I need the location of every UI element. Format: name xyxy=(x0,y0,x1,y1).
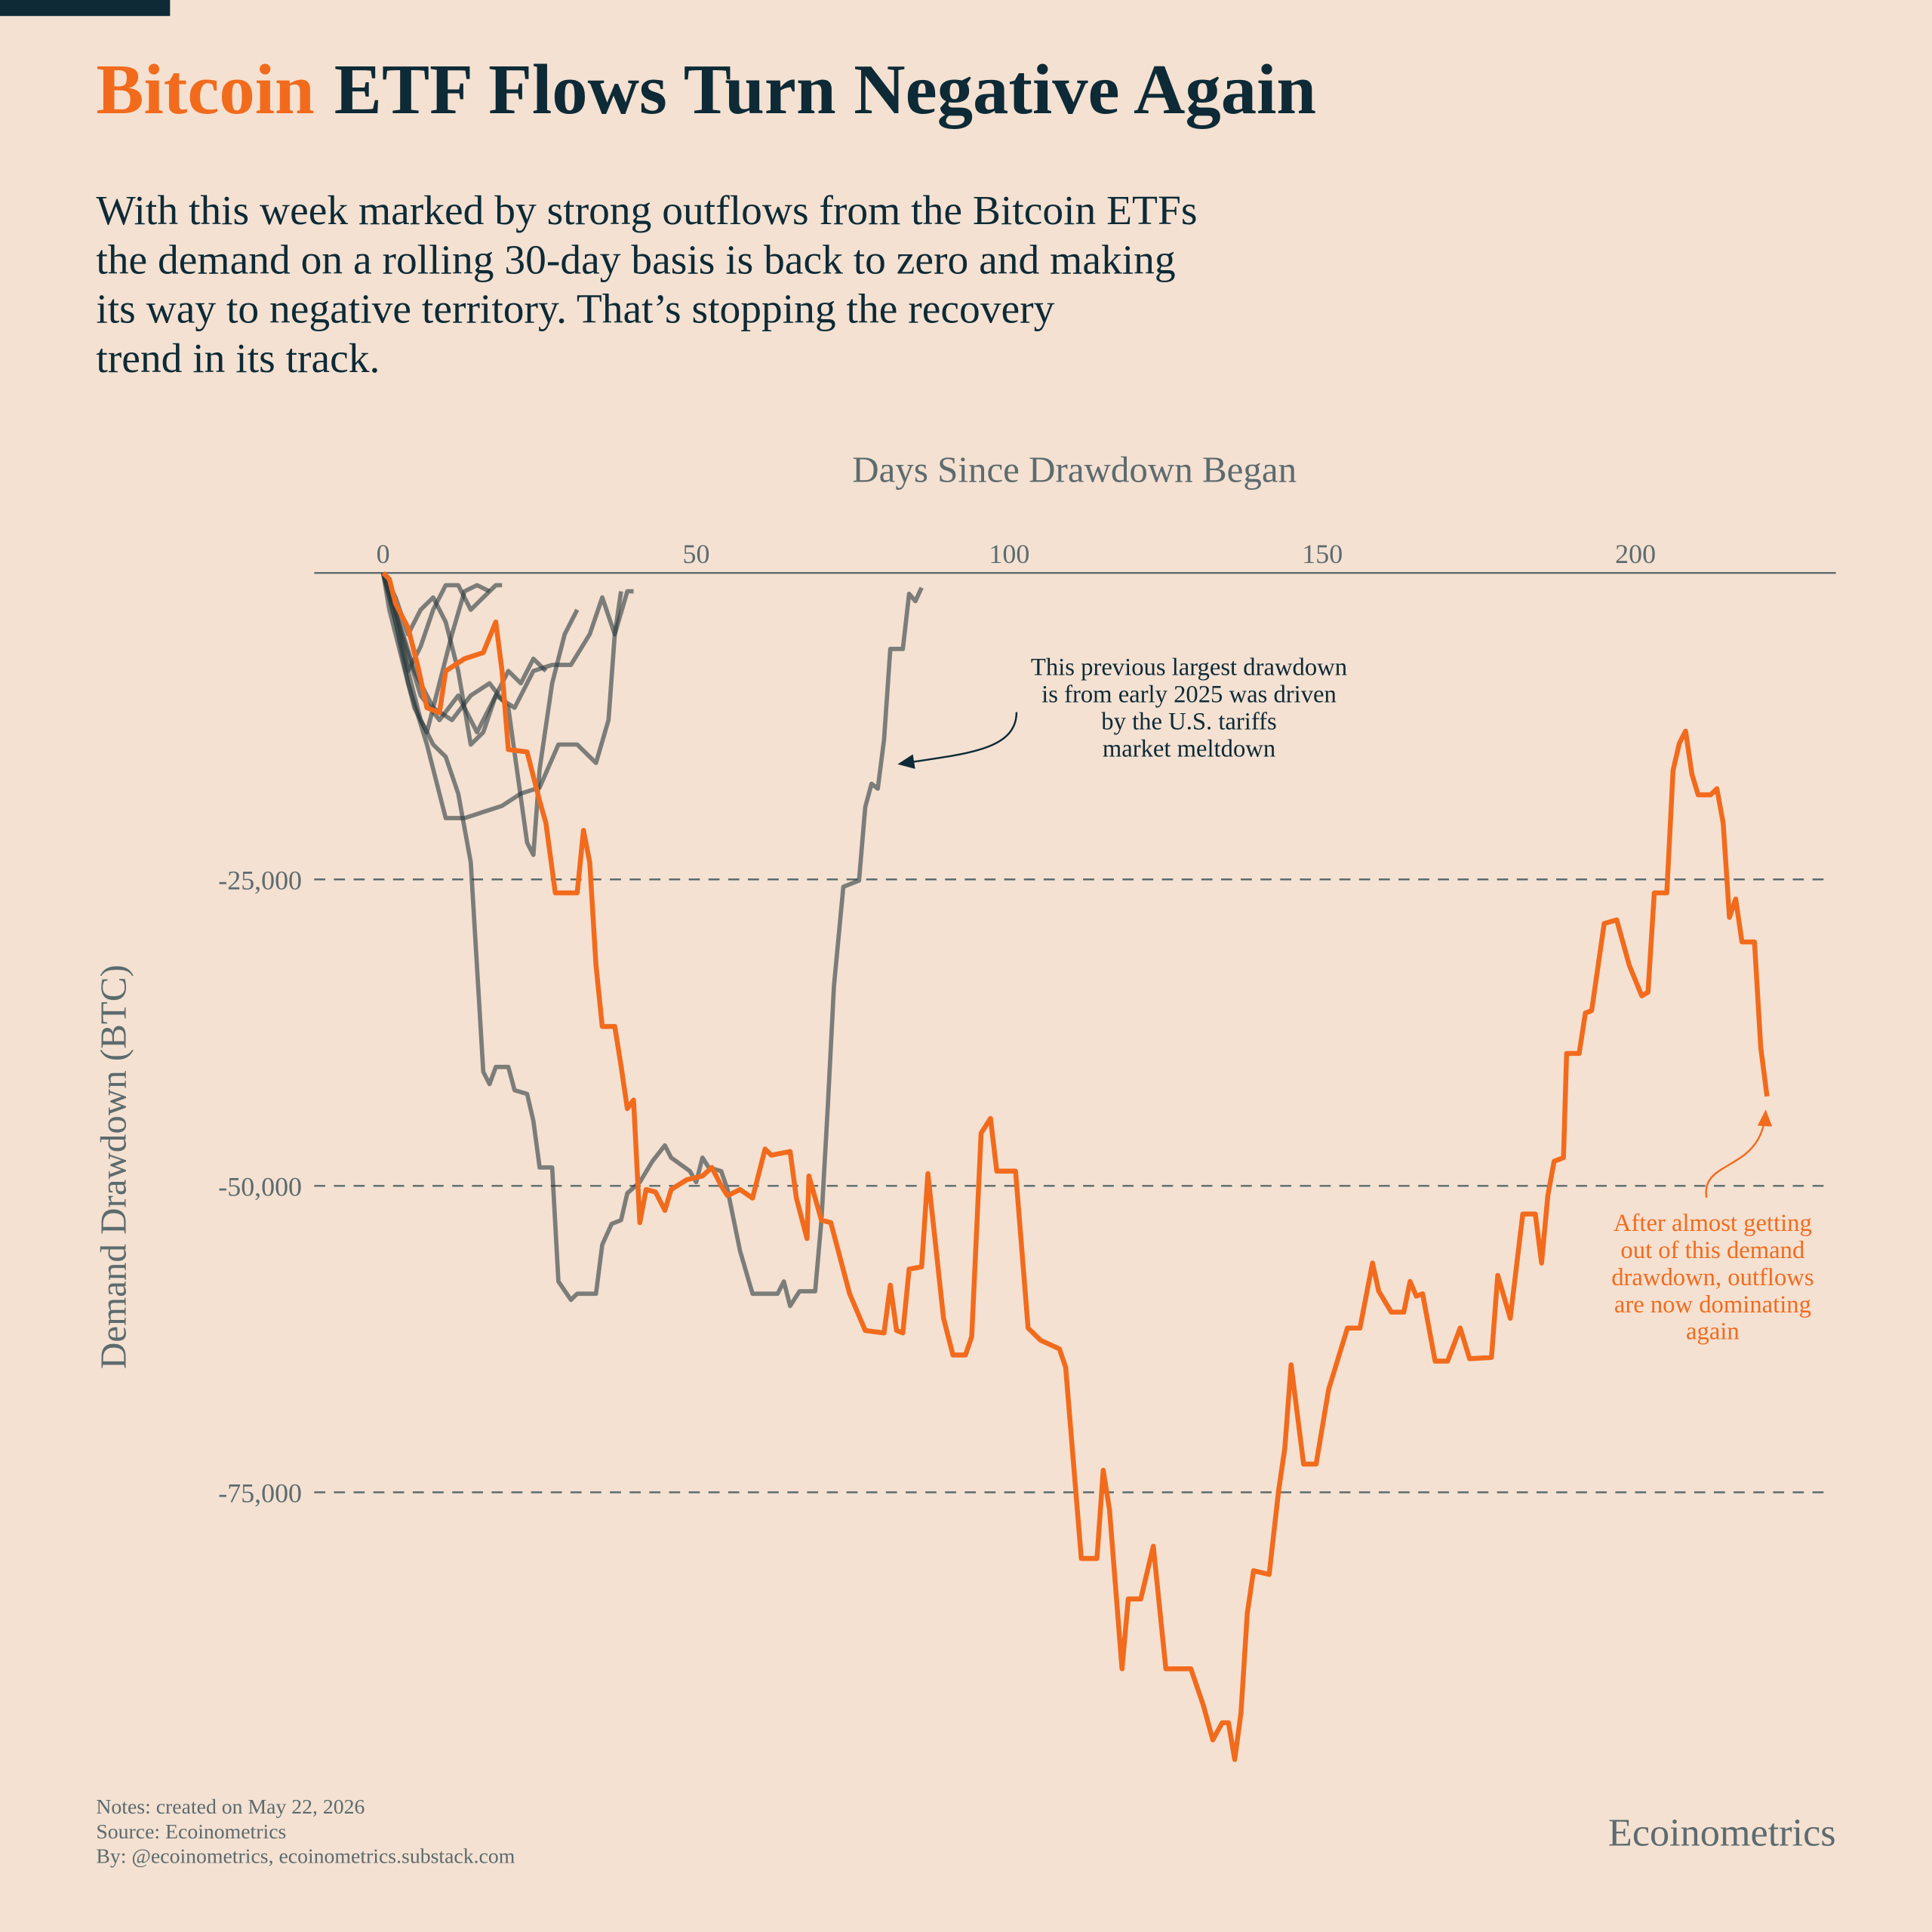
note-line: By: @ecoinometrics, ecoinometrics.substa… xyxy=(96,1845,515,1869)
y-tick-label: -75,000 xyxy=(218,1478,302,1508)
annotation-arrow xyxy=(1705,1109,1773,1198)
x-tick-label: 100 xyxy=(989,539,1029,569)
x-tick-label: 50 xyxy=(683,539,710,569)
data-line xyxy=(380,572,924,1309)
annotation-line: After almost getting xyxy=(1614,1210,1812,1237)
annotation-line: by the U.S. tariffs xyxy=(1101,709,1276,736)
annotation-line: market meltdown xyxy=(1103,735,1275,762)
y-tick-label: -50,000 xyxy=(218,1171,302,1201)
annotation-line: This previous largest drawdown xyxy=(1031,654,1347,681)
subtitle-line: its way to negative territory. That’s st… xyxy=(96,287,1054,333)
brand: Ecoinometrics xyxy=(1608,1811,1836,1855)
data-line xyxy=(381,571,1770,1762)
top-bar xyxy=(0,0,171,17)
annotation-line: again xyxy=(1686,1318,1740,1346)
note-line: Notes: created on May 22, 2026 xyxy=(96,1795,365,1819)
annotation-line: drawdown, outflows xyxy=(1611,1264,1814,1291)
x-tick-label: 150 xyxy=(1302,539,1343,569)
x-axis-label: Days Since Drawdown Began xyxy=(852,448,1297,490)
y-tick-label: -25,000 xyxy=(218,865,302,895)
data-line xyxy=(380,572,580,857)
annotation-line: are now dominating xyxy=(1614,1291,1811,1318)
subtitle: With this week marked by strong outflows… xyxy=(96,188,1197,382)
x-tick-label: 200 xyxy=(1615,539,1656,569)
title-rest: ETF Flows Turn Negative Again xyxy=(334,51,1316,129)
y-axis-label: Demand Drawdown (BTC) xyxy=(93,964,134,1369)
note-line: Source: Ecoinometrics xyxy=(96,1820,286,1844)
annotation-arrow xyxy=(897,712,1018,769)
x-tick-label: 0 xyxy=(377,539,390,569)
subtitle-line: the demand on a rolling 30-day basis is … xyxy=(96,237,1175,283)
subtitle-line: With this week marked by strong outflows… xyxy=(96,188,1197,234)
subtitle-line: trend in its track. xyxy=(96,336,380,382)
chart-title: Bitcoin ETF Flows Turn Negative Again xyxy=(96,51,1316,129)
title-highlight: Bitcoin xyxy=(96,51,314,129)
annotation-line: is from early 2025 was driven xyxy=(1041,681,1337,709)
annotation-line: out of this demand xyxy=(1620,1237,1804,1264)
